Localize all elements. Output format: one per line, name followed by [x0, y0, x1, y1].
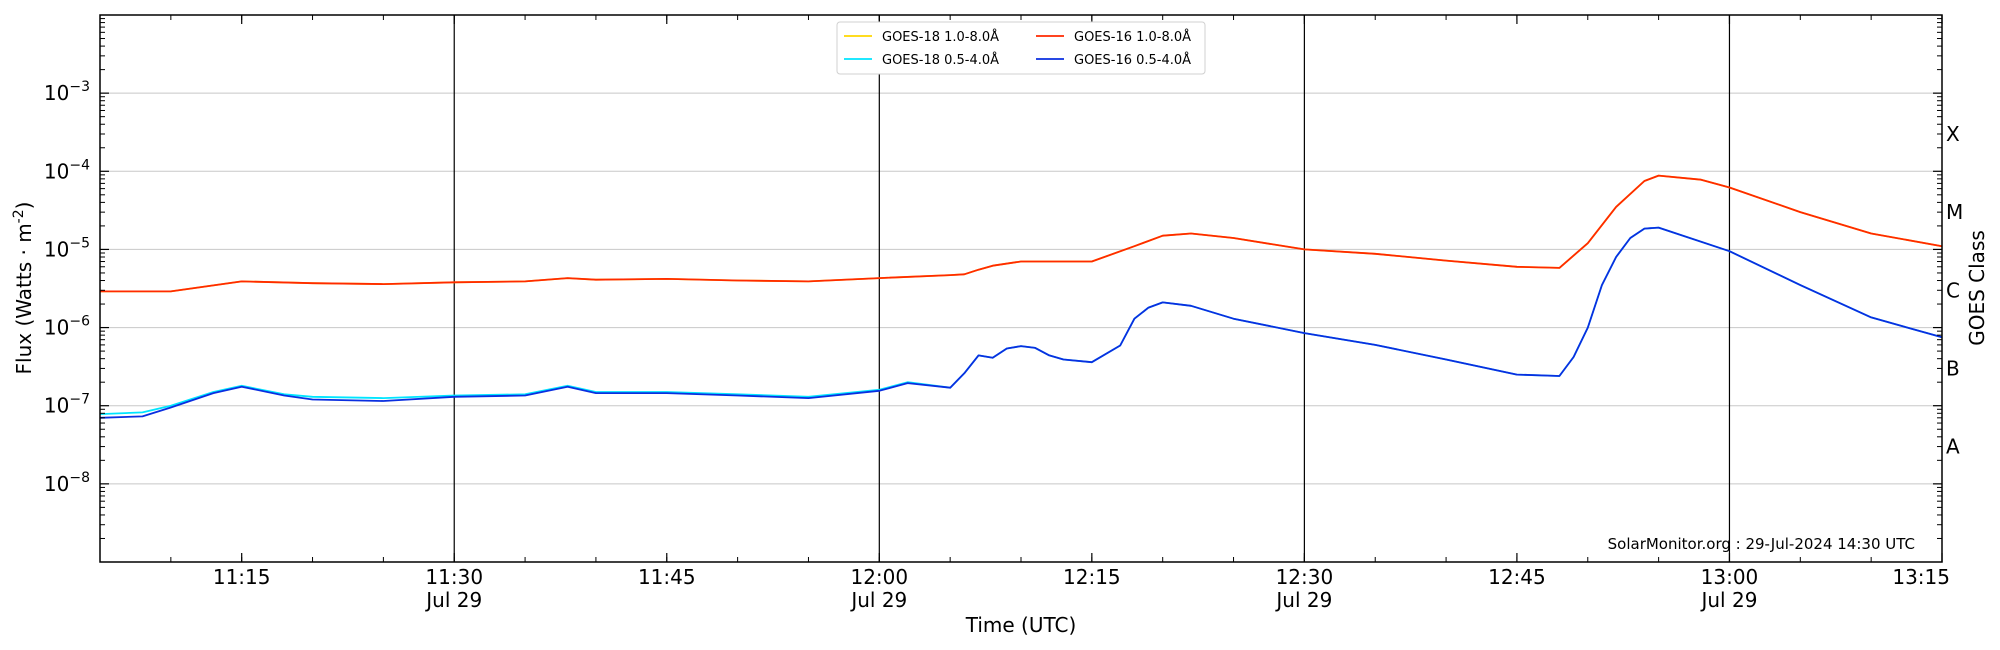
legend-label: GOES-18 0.5-4.0Å	[882, 52, 999, 68]
y-tick-exponent: −3	[69, 79, 90, 95]
x-tick-label: 11:45	[638, 565, 696, 589]
y-tick-exponent: −4	[69, 157, 90, 173]
y-tick-base: 10	[44, 472, 69, 496]
x-tick-label: 11:30	[425, 565, 483, 589]
goes-class-label: M	[1946, 200, 1963, 224]
series-line-2	[99, 226, 1943, 415]
y-tick-exponent: −8	[69, 470, 90, 486]
legend-box	[836, 21, 1206, 75]
y-tick-base: 10	[44, 81, 69, 105]
x-tick-label: 12:30	[1276, 565, 1334, 589]
goes-class-label: C	[1946, 278, 1960, 302]
y-tick-exponent: −5	[69, 235, 90, 251]
x-tick-label: 13:15	[1892, 565, 1950, 589]
goes-class-label: A	[1946, 435, 1960, 459]
x-axis-title: Time (UTC)	[965, 613, 1077, 637]
y-tick-base: 10	[44, 394, 69, 418]
y-tick-label: 10−3	[44, 79, 90, 105]
y-tick-label: 10−5	[44, 235, 90, 261]
grid-layer	[100, 92, 1942, 485]
series-line-1	[100, 174, 1943, 293]
x-tick-date-label: Jul 29	[1274, 588, 1332, 612]
ticks-layer	[99, 15, 1943, 562]
series-layer	[99, 174, 1943, 419]
y-axis-title: Flux (Watts · m-2)	[11, 202, 36, 375]
x-tick-label: 12:15	[1063, 565, 1121, 589]
y-tick-exponent: −6	[69, 314, 90, 330]
y-tick-base: 10	[44, 237, 69, 261]
y-tick-label: 10−8	[44, 470, 90, 496]
x-tick-label: 11:15	[213, 565, 271, 589]
legend-label: GOES-16 1.0-8.0Å	[1074, 29, 1191, 45]
series-line-0	[100, 174, 1943, 293]
y-tick-label: 10−7	[44, 392, 90, 418]
goes-class-label: B	[1946, 356, 1960, 380]
legend: GOES-18 1.0-8.0Å GOES-18 0.5-4.0Å GOES-16 …	[836, 21, 1206, 75]
y-tick-label: 10−4	[44, 157, 90, 183]
y-tick-exponent: −7	[69, 392, 90, 408]
y-tick-label: 10−6	[44, 314, 90, 340]
x-tick-label: 13:00	[1701, 565, 1759, 589]
x-tick-date-label: Jul 29	[424, 588, 482, 612]
x-tick-date-label: Jul 29	[849, 588, 907, 612]
credit-text: SolarMonitor.org : 29-Jul-2024 14:30 UTC	[1608, 535, 1915, 553]
x-tick-label: 12:45	[1488, 565, 1546, 589]
y-tick-base: 10	[44, 159, 69, 183]
vertical-lines-layer	[453, 15, 1731, 562]
x-tick-label: 12:00	[850, 565, 908, 589]
goes-class-label: X	[1946, 122, 1960, 146]
goes-class-axis-title: GOES Class	[1965, 230, 1989, 346]
y-tick-base: 10	[44, 316, 69, 340]
x-tick-date-label: Jul 29	[1699, 588, 1757, 612]
legend-label: GOES-18 1.0-8.0Å	[882, 29, 999, 45]
plot-frame	[99, 14, 1943, 563]
series-line-3	[99, 226, 1943, 419]
legend-label: GOES-16 0.5-4.0Å	[1074, 52, 1191, 68]
